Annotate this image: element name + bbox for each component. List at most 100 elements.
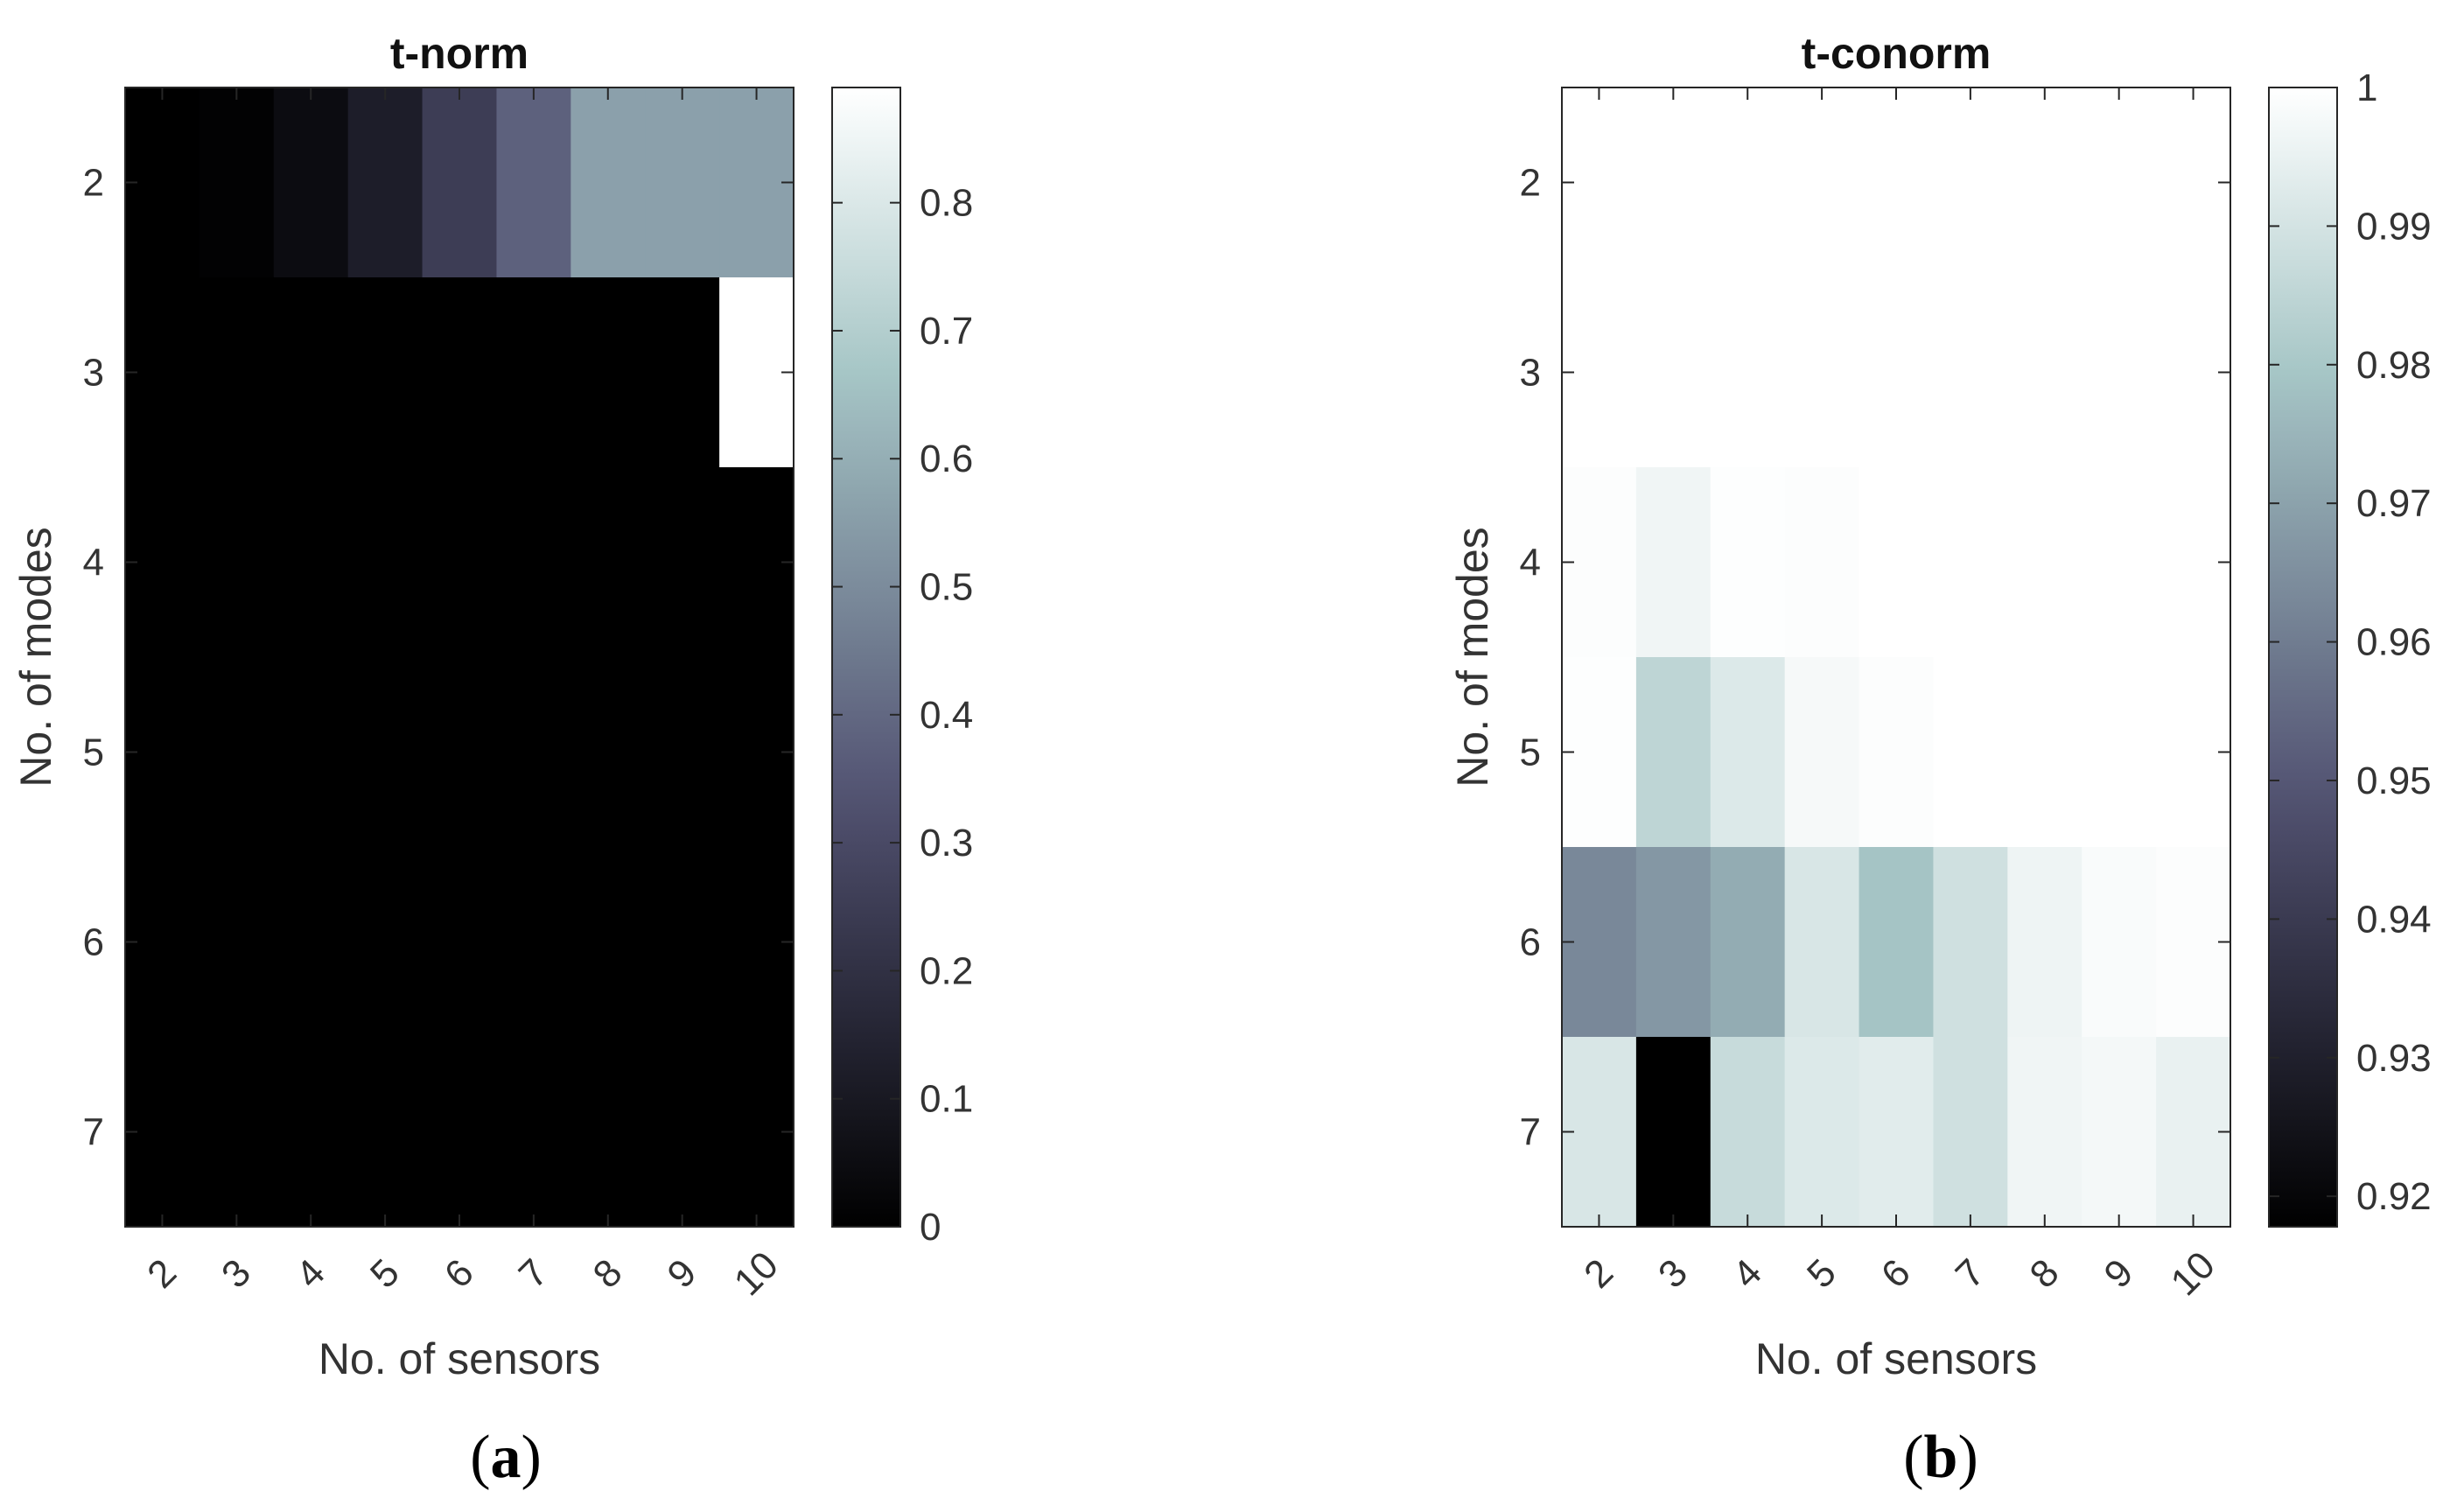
- heatmap-cell-r0-c3: [1784, 88, 1860, 278]
- heatmap-cell-r1-c5: [496, 277, 571, 468]
- colorbar-tick-label: 0.99: [2356, 205, 2432, 248]
- heatmap-cell-r0-c5: [496, 88, 571, 278]
- heatmap-cell-r1-c5: [1933, 277, 2008, 468]
- y-axis-label: No. of modes: [1448, 527, 1497, 787]
- heatmap-cell-r5-c1: [199, 1037, 275, 1228]
- heatmap-cell-r1-c6: [2007, 277, 2082, 468]
- heatmap-cell-r3-c3: [347, 657, 424, 848]
- x-tick-label: 3: [1650, 1251, 1696, 1297]
- panel-label-close: ): [1957, 1424, 1978, 1491]
- heatmap-cell-r3-c0: [125, 657, 200, 848]
- heatmap-cell-r2-c1: [1635, 467, 1712, 658]
- heatmap-cell-r2-c5: [496, 467, 571, 658]
- heatmap-cell-r3-c0: [1562, 657, 1637, 848]
- colorbar-frame: [2268, 87, 2338, 1228]
- colorbar-tick-label: 0.93: [2356, 1037, 2432, 1080]
- heatmap-cell-r3-c3: [1784, 657, 1860, 848]
- heatmap-cell-r4-c0: [125, 847, 200, 1038]
- colorbar-tick-label: 0.95: [2356, 760, 2432, 802]
- heatmap-cell-r0-c3: [347, 88, 424, 278]
- heatmap-cell-r3-c4: [422, 657, 498, 848]
- heatmap-cell-r1-c3: [1784, 277, 1860, 468]
- heatmap-cell-r2-c2: [1710, 467, 1786, 658]
- x-tick-label: 7: [511, 1251, 556, 1297]
- colorbar-tick-label: 0: [920, 1206, 941, 1249]
- x-tick-label: 4: [1725, 1251, 1770, 1297]
- heatmap-cell-r3-c6: [2007, 657, 2082, 848]
- heatmap-cell-r0-c4: [1858, 88, 1935, 278]
- y-tick-label: 4: [83, 542, 104, 584]
- heatmap-cell-r4-c5: [1933, 847, 2008, 1038]
- colorbar-tick-label: 0.8: [920, 182, 973, 225]
- heatmap-cell-r1-c1: [1635, 277, 1712, 468]
- heatmap-cell-r2-c1: [199, 467, 275, 658]
- colorbar-tick-label: 0.5: [920, 566, 973, 609]
- heatmap-cell-r5-c6: [2007, 1037, 2082, 1228]
- chart-title: t-conorm: [1802, 29, 1992, 78]
- heatmap-cell-r2-c6: [570, 467, 646, 658]
- y-tick-label: 4: [1520, 542, 1541, 584]
- colorbar-tick-label: 0.92: [2356, 1175, 2432, 1218]
- heatmap-cell-r2-c4: [1858, 467, 1935, 658]
- heatmap-cell-r2-c7: [2082, 467, 2157, 658]
- y-axis-label: No. of modes: [11, 527, 60, 787]
- heatmap-cell-r1-c0: [1562, 277, 1637, 468]
- heatmap-cell-r4-c1: [199, 847, 275, 1038]
- heatmap-cell-r5-c2: [1710, 1037, 1786, 1228]
- heatmap-cell-r5-c0: [125, 1037, 200, 1228]
- heatmap-cell-r5-c1: [1635, 1037, 1712, 1228]
- heatmap-cell-r1-c7: [2082, 277, 2157, 468]
- heatmap-cell-r5-c7: [645, 1037, 720, 1228]
- heatmap-cell-r0-c1: [199, 88, 275, 278]
- y-tick-label: 3: [1520, 352, 1541, 395]
- colorbar-frame: [831, 87, 901, 1228]
- heatmap-cell-r1-c6: [570, 277, 646, 468]
- x-tick-label: 8: [2022, 1251, 2068, 1297]
- heatmap-cell-r0-c5: [1933, 88, 2008, 278]
- heatmap-cell-r2-c3: [1784, 467, 1860, 658]
- heatmap-cell-r0-c6: [570, 88, 646, 278]
- colorbar-tick-label: 0.3: [920, 822, 973, 864]
- heatmap-cell-r1-c3: [347, 277, 424, 468]
- x-axis-label: No. of sensors: [1755, 1334, 2037, 1383]
- heatmap-cell-r0-c6: [2007, 88, 2082, 278]
- heatmap-cell-r2-c2: [273, 467, 349, 658]
- heatmap-cell-r4-c3: [347, 847, 424, 1038]
- heatmap-cell-r5-c2: [273, 1037, 349, 1228]
- heatmap-cell-r4-c2: [273, 847, 349, 1038]
- y-tick-label: 3: [83, 352, 104, 395]
- heatmap-cell-r1-c4: [422, 277, 498, 468]
- y-tick-label: 5: [1520, 732, 1541, 774]
- heatmap-cell-r2-c7: [645, 467, 720, 658]
- y-tick-label: 5: [83, 732, 104, 774]
- heatmap-cell-r1-c7: [645, 277, 720, 468]
- heatmap-cell-r5-c4: [1858, 1037, 1935, 1228]
- heatmap-cell-r2-c3: [347, 467, 424, 658]
- panel-label-open: (: [470, 1424, 490, 1491]
- heatmap-cell-r0-c7: [2082, 88, 2157, 278]
- x-tick-label: 3: [214, 1251, 259, 1297]
- x-tick-label: 5: [1799, 1251, 1844, 1297]
- heatmap-cell-r1-c2: [1710, 277, 1786, 468]
- x-tick-label: 4: [288, 1251, 333, 1297]
- heatmap-cell-r3-c1: [1635, 657, 1712, 848]
- heatmap-cell-r3-c4: [1858, 657, 1935, 848]
- colorbar-gradient: [2269, 88, 2337, 1227]
- heatmap-cell-r4-c3: [1784, 847, 1860, 1038]
- colorbar-tick-label: 0.96: [2356, 621, 2432, 664]
- heatmap-cell-r3-c2: [273, 657, 349, 848]
- heatmap-cell-r0-c0: [1562, 88, 1637, 278]
- x-tick-label: 10: [2163, 1243, 2223, 1304]
- x-tick-label: 10: [726, 1243, 787, 1304]
- heatmap-cell-r3-c2: [1710, 657, 1786, 848]
- colorbar-tick-label: 0.6: [920, 438, 973, 480]
- x-tick-label: 8: [585, 1251, 631, 1297]
- heatmap-cell-r0-c7: [645, 88, 720, 278]
- panel-label-letter: b: [1924, 1424, 1958, 1491]
- heatmap-cell-r0-c1: [1635, 88, 1712, 278]
- heatmap-cell-r3-c7: [2082, 657, 2157, 848]
- colorbar-tick-label: 0.97: [2356, 482, 2432, 525]
- colorbar-tick-label: 0.98: [2356, 344, 2432, 387]
- heatmap-cell-r4-c7: [2082, 847, 2157, 1038]
- heatmap-cell-r4-c4: [1858, 847, 1935, 1038]
